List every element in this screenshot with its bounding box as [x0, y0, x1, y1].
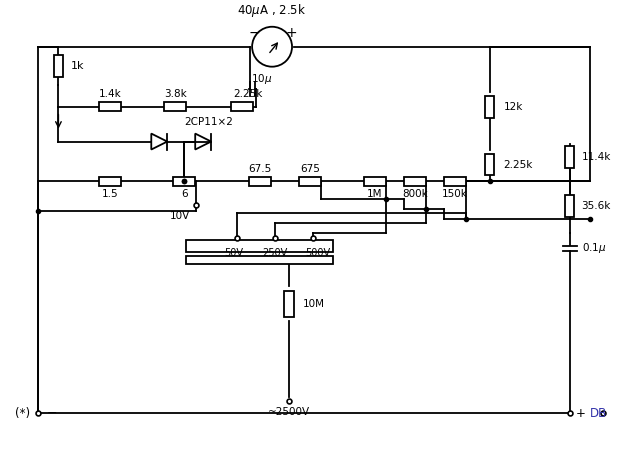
- Text: 40$\mu$A , 2.5k: 40$\mu$A , 2.5k: [237, 2, 307, 19]
- Text: 2.25k: 2.25k: [234, 89, 263, 99]
- Bar: [100, 102, 121, 111]
- Bar: [444, 177, 466, 186]
- Text: 500V: 500V: [305, 248, 331, 258]
- Bar: [186, 256, 333, 264]
- Text: 2.25k: 2.25k: [503, 160, 533, 170]
- Text: 0.1$\mu$: 0.1$\mu$: [581, 242, 606, 255]
- Bar: [231, 102, 253, 111]
- Text: 6: 6: [181, 189, 188, 200]
- Text: 50V: 50V: [225, 248, 244, 258]
- Text: 1.4k: 1.4k: [99, 89, 121, 99]
- Text: 150k: 150k: [442, 189, 468, 200]
- Text: 67.5: 67.5: [249, 164, 272, 173]
- Text: 2CP11×2: 2CP11×2: [184, 117, 233, 127]
- Bar: [164, 102, 186, 111]
- Bar: [485, 154, 494, 176]
- Text: DB: DB: [589, 407, 607, 420]
- Bar: [54, 55, 63, 77]
- Text: (*): (*): [15, 407, 30, 420]
- Text: 10V: 10V: [170, 212, 190, 221]
- Text: 1k: 1k: [70, 61, 84, 71]
- Text: +: +: [285, 26, 297, 40]
- Text: 1M: 1M: [367, 189, 383, 200]
- Text: ~2500V: ~2500V: [268, 407, 310, 417]
- Text: +: +: [576, 407, 586, 420]
- Bar: [249, 177, 271, 186]
- Bar: [404, 177, 426, 186]
- Text: 12k: 12k: [503, 101, 523, 112]
- Bar: [173, 177, 195, 186]
- Bar: [186, 240, 333, 252]
- Text: 3.8k: 3.8k: [164, 89, 187, 99]
- Text: 800k: 800k: [402, 189, 428, 200]
- Text: 11.4k: 11.4k: [581, 152, 611, 161]
- Text: 35.6k: 35.6k: [581, 201, 611, 212]
- Text: 10$\mu$: 10$\mu$: [252, 71, 273, 86]
- Text: 675: 675: [300, 164, 320, 173]
- Text: 250V: 250V: [262, 248, 288, 258]
- Text: −: −: [47, 407, 57, 420]
- Bar: [284, 291, 294, 317]
- Text: −: −: [249, 26, 260, 40]
- Bar: [485, 95, 494, 118]
- Bar: [565, 195, 574, 218]
- Bar: [100, 177, 121, 186]
- Bar: [299, 177, 321, 186]
- Text: 1.5: 1.5: [102, 189, 118, 200]
- Text: 10M: 10M: [303, 299, 325, 309]
- Bar: [364, 177, 386, 186]
- Bar: [565, 146, 574, 167]
